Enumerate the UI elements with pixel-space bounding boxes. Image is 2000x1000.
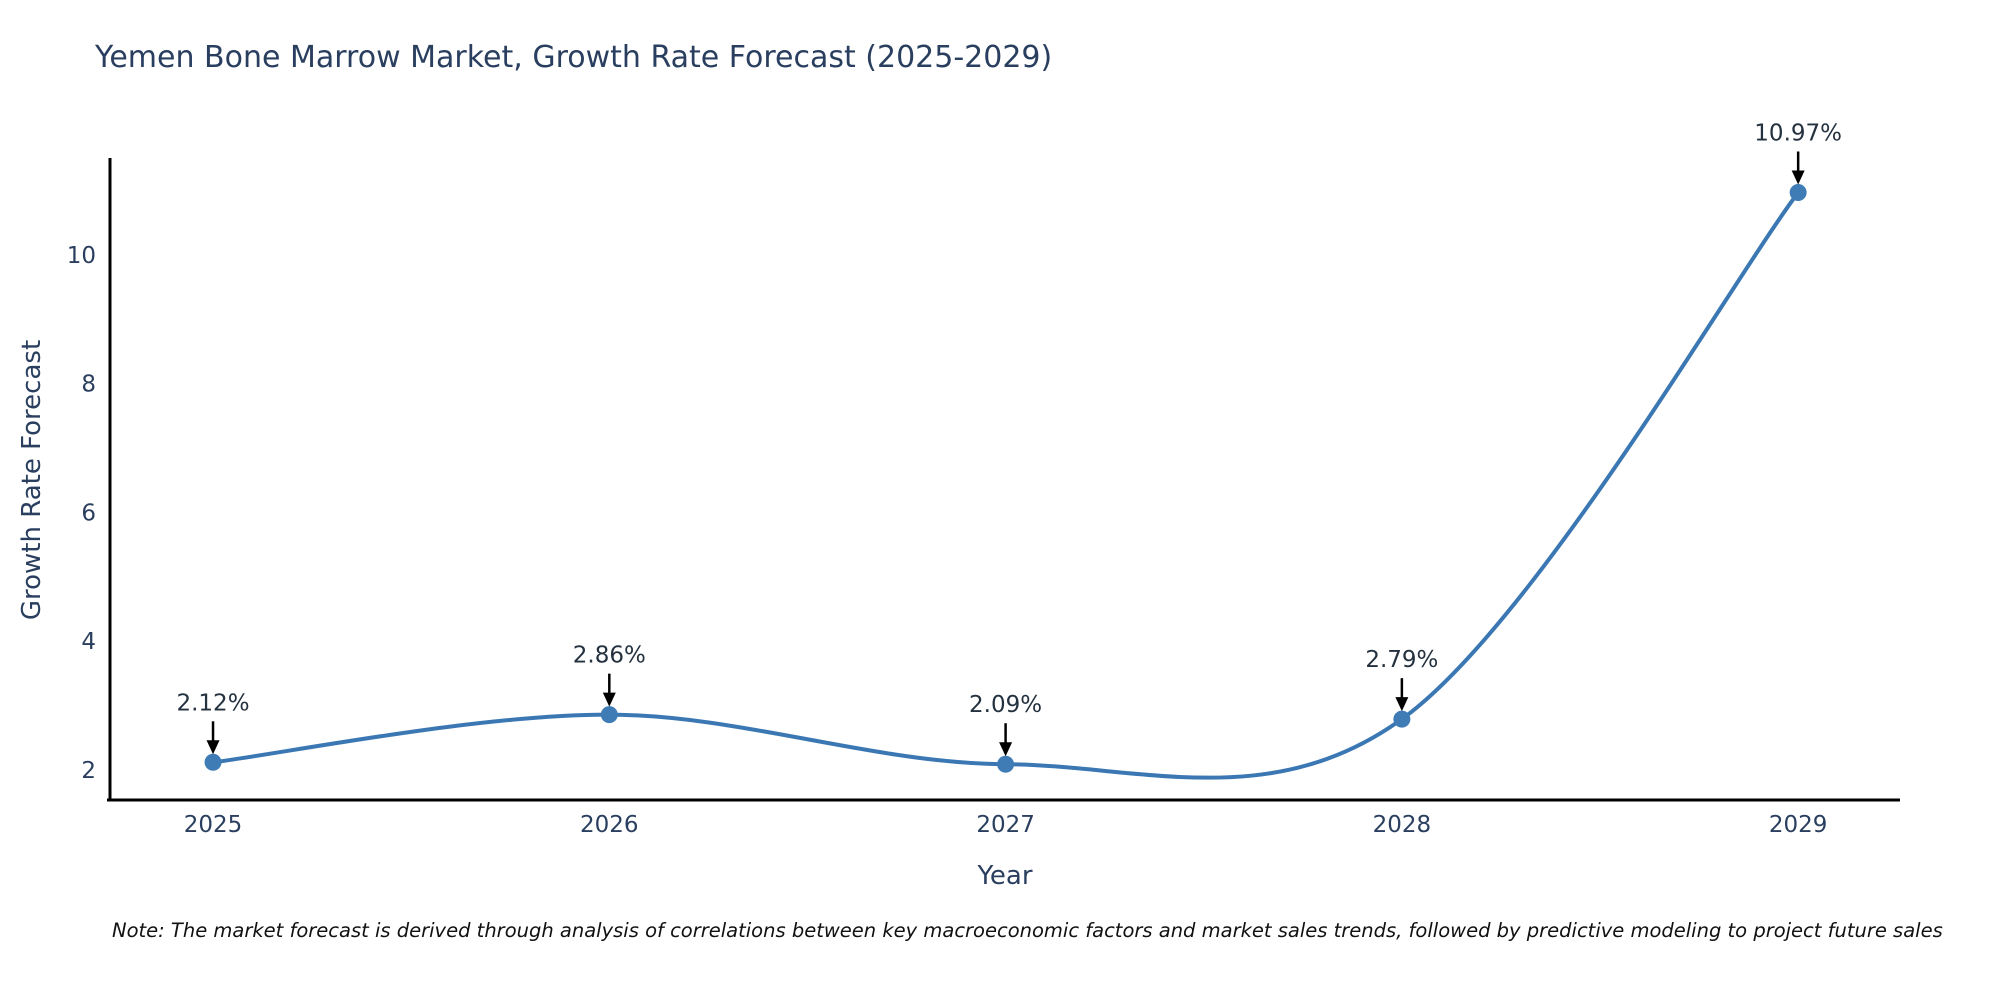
y-tick-label: 8 bbox=[81, 372, 96, 398]
x-tick-label: 2028 bbox=[1373, 812, 1432, 838]
annotation-arrowhead bbox=[999, 742, 1013, 757]
data-point-marker[interactable] bbox=[1393, 710, 1411, 728]
annotation-arrowhead bbox=[602, 692, 616, 707]
data-point-marker[interactable] bbox=[1789, 184, 1807, 202]
data-point-label: 2.12% bbox=[176, 690, 249, 716]
x-tick-label: 2026 bbox=[580, 812, 639, 838]
x-tick-label: 2027 bbox=[976, 812, 1035, 838]
y-tick-label: 4 bbox=[81, 629, 96, 655]
data-point-marker[interactable] bbox=[997, 755, 1015, 773]
footnote: Note: The market forecast is derived thr… bbox=[112, 919, 1943, 942]
data-point-marker[interactable] bbox=[204, 753, 222, 771]
annotation-arrowhead bbox=[1395, 697, 1409, 712]
chart-title: Yemen Bone Marrow Market, Growth Rate Fo… bbox=[95, 40, 1053, 75]
x-axis-title: Year bbox=[977, 861, 1033, 891]
x-tick-label: 2029 bbox=[1769, 812, 1828, 838]
data-point-label: 2.79% bbox=[1365, 647, 1438, 673]
data-point-label: 2.86% bbox=[573, 643, 646, 669]
series-line bbox=[211, 190, 1801, 780]
y-tick-label: 2 bbox=[81, 758, 96, 784]
data-point-marker[interactable] bbox=[600, 706, 618, 724]
data-point-label: 10.97% bbox=[1754, 121, 1842, 147]
y-tick-label: 6 bbox=[81, 500, 96, 526]
annotation-arrowhead bbox=[1791, 170, 1805, 185]
annotation-arrowhead bbox=[206, 740, 220, 755]
x-tick-label: 2025 bbox=[184, 812, 243, 838]
data-point-label: 2.09% bbox=[969, 692, 1042, 718]
y-tick-label: 10 bbox=[67, 243, 96, 269]
